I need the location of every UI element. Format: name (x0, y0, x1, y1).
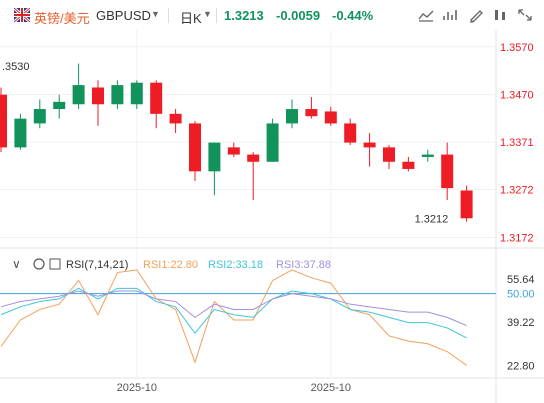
rsi-legend-label: RSI(7,14,21) (66, 259, 128, 271)
candle-body (0, 94, 7, 148)
price-change: -0.0059 (276, 8, 321, 23)
divider (168, 8, 169, 23)
price-tick-label: 1.3172 (500, 232, 534, 244)
candle-body (324, 111, 337, 124)
candle-body (305, 109, 318, 117)
symbol-name[interactable]: 英镑/美元 (34, 11, 90, 26)
last-price: 1.3213 (224, 8, 264, 23)
price-tick-label: 1.3570 (500, 42, 534, 54)
rsi-series-line-3 (0, 290, 467, 326)
candle-body (227, 147, 240, 155)
high-price-label: .3530 (2, 61, 30, 73)
candle-body (208, 142, 221, 172)
candle-body (53, 101, 66, 110)
uk-flag-icon (14, 8, 30, 22)
candle-body (92, 87, 104, 105)
candle-body (247, 154, 260, 162)
candle-body (72, 85, 85, 105)
candle-body (169, 113, 182, 124)
indicator-box-icon (49, 258, 61, 270)
settings-icon (33, 258, 45, 270)
candle-body (402, 161, 415, 169)
rsi-tick-label: 39.22 (507, 317, 535, 329)
time-tick-label: 2025-10 (311, 382, 351, 394)
price-change-pct: -0.44% (332, 8, 374, 23)
rsi-tick-label: 22.80 (507, 360, 535, 372)
last-price-label: 1.3212 (415, 213, 449, 225)
candle-body (383, 147, 395, 162)
price-tick-label: 1.3272 (500, 185, 534, 197)
fullscreen-icon[interactable] (515, 6, 535, 24)
candle-body (441, 154, 454, 189)
rsi-legend-label: RSI1:22.80 (143, 259, 198, 271)
candle-body (363, 142, 376, 148)
candle-body (189, 123, 201, 172)
candle-body (130, 82, 143, 105)
symbol-code[interactable]: GBPUSD (96, 8, 151, 23)
candle-body (14, 118, 27, 148)
indicator-icon[interactable] (440, 6, 460, 24)
draw-icon[interactable] (466, 6, 486, 24)
collapse-icon: ∨ (12, 257, 21, 271)
rsi-series-line-1 (0, 269, 467, 366)
rsi-tick-label: 55.64 (507, 274, 535, 286)
timeframe-dropdown-icon[interactable]: ▼ (203, 9, 212, 19)
price-tick-label: 1.3371 (500, 137, 534, 149)
chart-canvas[interactable]: .3530 1.3212 1.3570 1.3470 1.3371 1.3272 1.31… (0, 30, 544, 403)
candle-body (286, 109, 298, 124)
candle-body (344, 123, 357, 143)
candle-body (460, 190, 473, 219)
rsi-legend-label: RSI3:37.88 (276, 259, 331, 271)
time-tick-label: 2025-10 (117, 382, 157, 394)
timeframe-selector[interactable]: 日K (180, 11, 202, 26)
candle-body (421, 154, 434, 157)
candle-body (266, 123, 279, 162)
symbol-dropdown-icon[interactable]: ▼ (151, 9, 160, 19)
candle-body (150, 82, 163, 114)
price-tick-label: 1.3470 (500, 90, 534, 102)
candle-body (33, 109, 46, 124)
divider (216, 8, 217, 23)
chart-header: 英镑/美元 GBPUSD ▼ 日K ▼ 1.3213 -0.0059 -0.44… (0, 0, 544, 30)
candle-body (111, 85, 124, 105)
rsi-tick-label: 50.00 (507, 289, 535, 301)
rsi-legend-label: RSI2:33.18 (208, 259, 263, 271)
rsi-series-line-2 (0, 287, 467, 339)
chart-type-icon[interactable] (416, 6, 436, 24)
compare-icon[interactable] (490, 6, 510, 24)
